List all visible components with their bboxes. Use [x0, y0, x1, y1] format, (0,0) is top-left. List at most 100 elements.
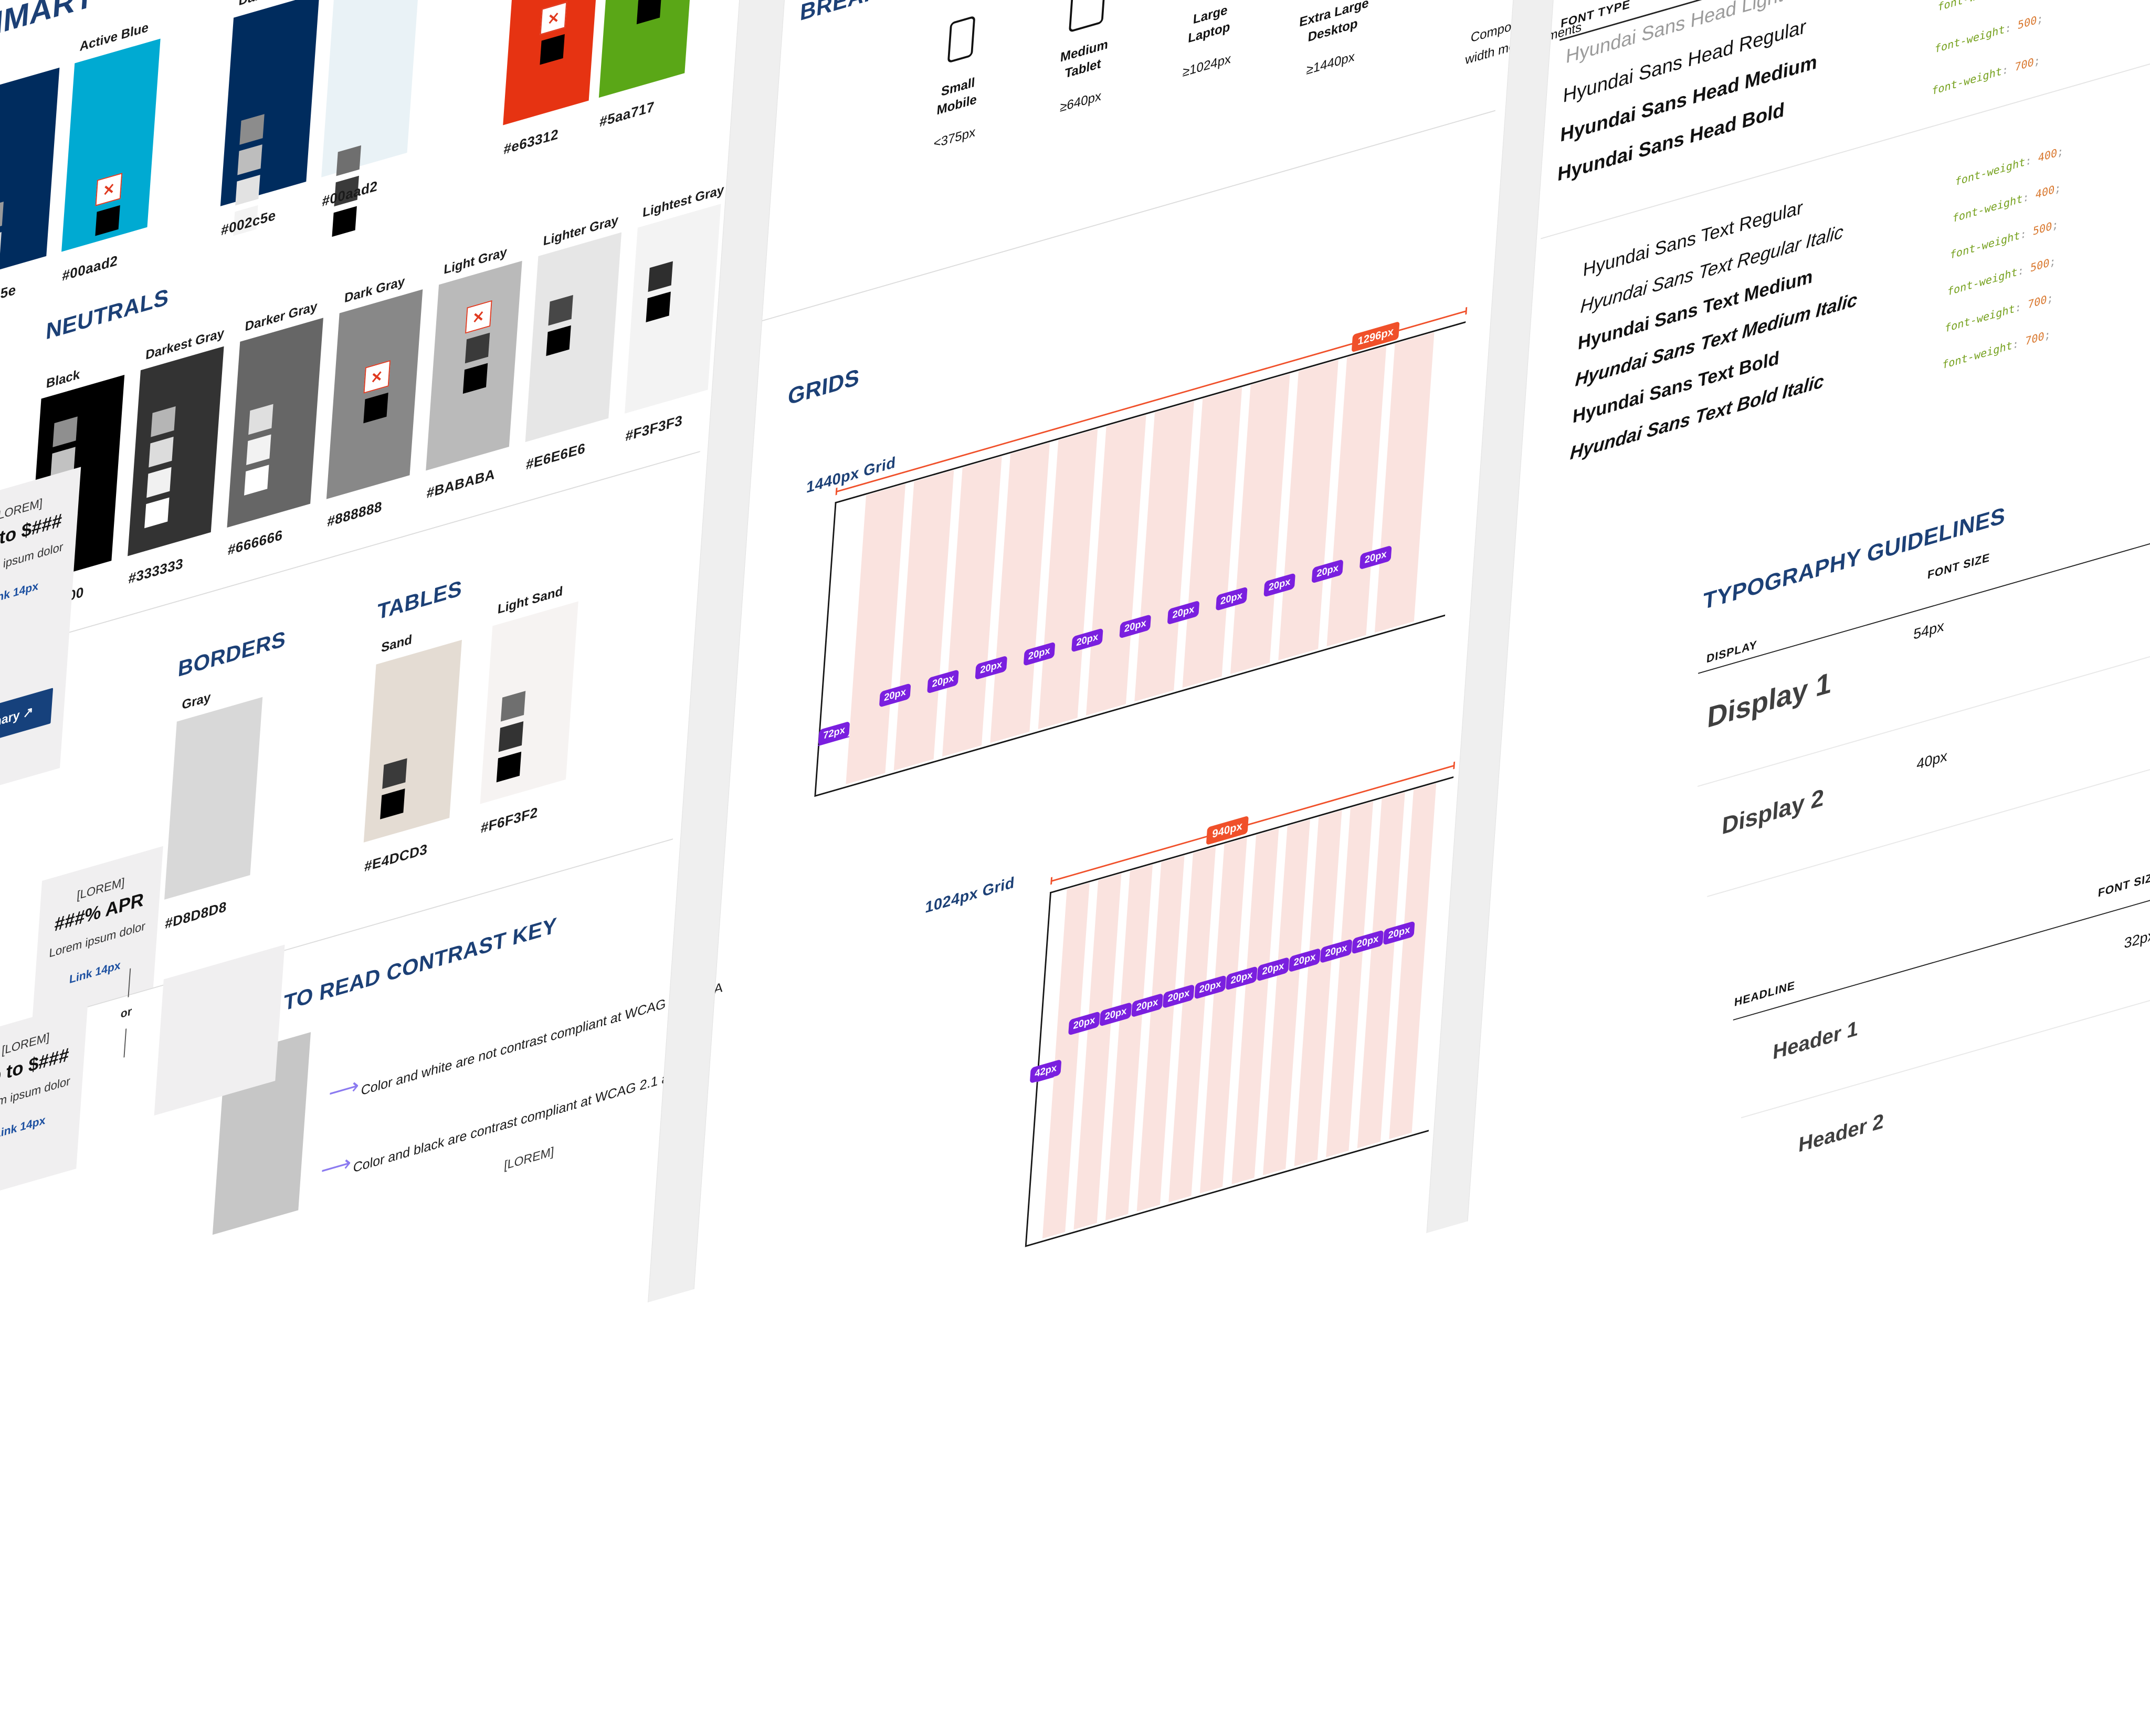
- tables-section-heading: TABLES: [376, 575, 463, 625]
- contrast-sample-square: [95, 205, 120, 236]
- swatch-hex-label: #E6E6E6: [525, 440, 586, 473]
- display-group-label: DISPLAY: [1706, 638, 1758, 666]
- font-weight-annotation: font-weight: 400;: [1954, 144, 2064, 188]
- color-swatch: [128, 346, 224, 556]
- measure-tick: [1453, 761, 1455, 770]
- font-size-column-header: FONT SIZE: [1927, 550, 1991, 582]
- margin-size-badge: 72px: [818, 721, 850, 746]
- arrow-right-icon: ⟶: [320, 1149, 352, 1183]
- card-link[interactable]: Link 14px: [0, 578, 39, 607]
- neutrals-section-heading: NEUTRALS: [45, 283, 170, 345]
- swatch-hex-label: #D8D8D8: [164, 898, 227, 932]
- display-1-size: 54px: [1913, 617, 1945, 643]
- not-compliant-x-icon: ✕: [95, 173, 123, 206]
- swatch-name-label: Sand: [381, 632, 413, 656]
- contrast-sample-square: [462, 363, 488, 394]
- or-divider-line: [123, 1028, 127, 1058]
- measure-tick: [1465, 307, 1467, 315]
- contrast-sample-square: [498, 721, 524, 752]
- contrast-sample-square: [248, 404, 273, 435]
- contrast-sample-square: [546, 325, 571, 356]
- breakpoints-section-heading: BREAKPOINTS: [799, 0, 966, 26]
- color-swatch: [624, 204, 721, 414]
- swatch-hex-label: #e63312: [503, 126, 560, 157]
- primary-button[interactable]: Primary ↗: [0, 688, 54, 751]
- contrast-sample-square: [380, 788, 405, 819]
- page-gap-band: [648, 0, 816, 1303]
- contrast-sample-square: [52, 416, 78, 447]
- borders-section-heading: BORDERS: [177, 626, 287, 682]
- contrast-sample-square: [548, 294, 573, 326]
- offer-card: [LOREM] ###% APR Lorem ipsum dolor Link 14p…: [32, 846, 163, 1023]
- section-divider: [1541, 34, 2150, 239]
- swatch-hex-label: #002c5e: [0, 281, 17, 313]
- row-divider: [1707, 765, 2150, 897]
- page-gap-band: [1426, 0, 1576, 1233]
- contrast-sample-square: [149, 436, 174, 468]
- display-2-size: 40px: [1916, 747, 1948, 773]
- font-weight-annotation: font-weight: 400;: [1952, 181, 2062, 225]
- tablet-icon: [1068, 0, 1106, 33]
- font-weight-annotation: font-weight: 700;: [1931, 54, 2041, 98]
- arrow-right-icon: ⟶: [328, 1072, 360, 1106]
- contrast-sample-square: [239, 114, 265, 145]
- contrast-sample-square: [244, 465, 269, 496]
- color-swatch: [220, 0, 320, 267]
- card-link[interactable]: Link 14px: [0, 1113, 46, 1141]
- color-swatch: ✕: [61, 38, 161, 252]
- font-weight-annotation: font-weight: 500;: [1947, 254, 2057, 299]
- contrast-sample-square: [151, 406, 176, 437]
- grids-section-heading: GRIDS: [787, 364, 861, 411]
- color-swatch: ✕: [426, 260, 522, 471]
- contrast-sample-square: [235, 174, 260, 206]
- table-header-rule: [1698, 542, 2150, 674]
- measure-tick: [1050, 877, 1052, 885]
- color-swatch: [363, 639, 462, 843]
- display-2-sample: Display 2: [1721, 783, 1825, 840]
- font-weight-annotation: font-weight: 400;: [1937, 0, 2047, 14]
- contrast-sample-square: [465, 332, 490, 364]
- color-swatch: [480, 601, 578, 804]
- contrast-sample-square: [496, 751, 522, 783]
- not-compliant-x-icon: ✕: [465, 300, 492, 334]
- not-compliant-x-icon: ✕: [540, 2, 567, 35]
- contrast-sample-square: [648, 261, 673, 292]
- color-swatch: [164, 697, 263, 900]
- swatch-hex-label: #F6F3F2: [480, 804, 539, 837]
- contrast-sample-square: [336, 145, 361, 176]
- contrast-sample-square: [144, 497, 170, 529]
- color-swatch: [0, 67, 60, 281]
- contrast-sample-square: [363, 393, 388, 424]
- section-divider: [748, 110, 1495, 325]
- color-swatch: [321, 0, 420, 237]
- header-2-sample: Header 2: [1797, 1109, 1885, 1157]
- swatch-hex-label: #BABABA: [426, 466, 496, 501]
- font-type-label: FONT TYPE: [1560, 0, 1631, 30]
- or-divider-label: or: [120, 1004, 132, 1021]
- contrast-sample-square: [0, 202, 4, 233]
- not-compliant-x-icon: ✕: [363, 360, 391, 394]
- font-size-column-header-2: FONT SIZE: [2098, 868, 2150, 900]
- swatch-hex-label: #5aa717: [599, 98, 655, 130]
- contrast-sample-square: [646, 291, 671, 323]
- swatch-hex-label: #333333: [128, 555, 184, 587]
- lorem-fragment: [LOREM]: [503, 1144, 555, 1173]
- color-swatch: [227, 318, 323, 528]
- contrast-sample-square: [540, 34, 565, 65]
- phone-icon: [947, 15, 976, 64]
- swatch-hex-label: #00aad2: [61, 252, 119, 285]
- color-swatch: [525, 232, 622, 443]
- color-swatch: ✕: [598, 0, 698, 98]
- grid-1024-label: 1024px Grid: [924, 874, 1016, 917]
- contrast-sample-square: [382, 758, 407, 789]
- swatch-name-label: Black: [46, 366, 81, 392]
- color-swatch: ✕: [326, 289, 423, 499]
- header-1-size: 32px: [2123, 927, 2150, 952]
- table-header-rule: [1733, 873, 2150, 1020]
- display-1-sample: Display 1: [1706, 665, 1833, 734]
- swatch-name-label: Gray: [181, 689, 212, 713]
- contrast-sample-square: [231, 235, 256, 267]
- swatch-hex-label: #F3F3F3: [625, 412, 683, 445]
- measure-tick: [835, 487, 838, 496]
